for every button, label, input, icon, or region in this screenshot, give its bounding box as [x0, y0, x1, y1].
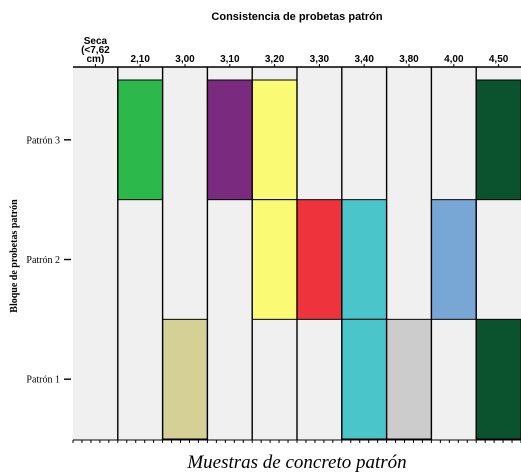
column-label: 4,00 — [444, 54, 464, 65]
x-axis-label: Muestras de concreto patrón — [186, 452, 406, 473]
column-label: 3,20 — [265, 54, 285, 65]
column-label: 3,80 — [399, 54, 419, 65]
row-label: Patrón 1 — [26, 375, 60, 386]
row-label: Patrón 2 — [26, 255, 60, 266]
cell-patrón-1-380 — [387, 319, 432, 439]
cell-patrón-1-340 — [342, 319, 387, 439]
chart-title: Consistencia de probetas patrón — [211, 11, 382, 23]
cell-patrón-3-450 — [476, 80, 521, 200]
cell-patrón-2-320 — [252, 200, 297, 320]
column-label: 3,40 — [354, 54, 374, 65]
cell-patrón-3-320 — [252, 80, 297, 200]
column-label: 3,30 — [310, 54, 330, 65]
cell-patrón-1-450 — [476, 319, 521, 439]
cell-patrón-3-310 — [207, 80, 252, 200]
cell-patrón-1-300 — [163, 319, 208, 439]
cell-patrón-3-210 — [118, 80, 163, 200]
column-label: 3,10 — [220, 54, 240, 65]
column-label: 2,10 — [130, 54, 150, 65]
row-label: Patrón 3 — [26, 135, 60, 146]
column-label: 3,00 — [175, 54, 195, 65]
column-label: cm) — [87, 54, 105, 65]
cell-patrón-2-400 — [431, 200, 476, 320]
cell-patrón-2-340 — [342, 200, 387, 320]
y-axis-label: Bloque de probetas patrón — [9, 199, 20, 313]
column-label: 4,50 — [489, 54, 509, 65]
cell-patrón-2-330 — [297, 200, 342, 320]
